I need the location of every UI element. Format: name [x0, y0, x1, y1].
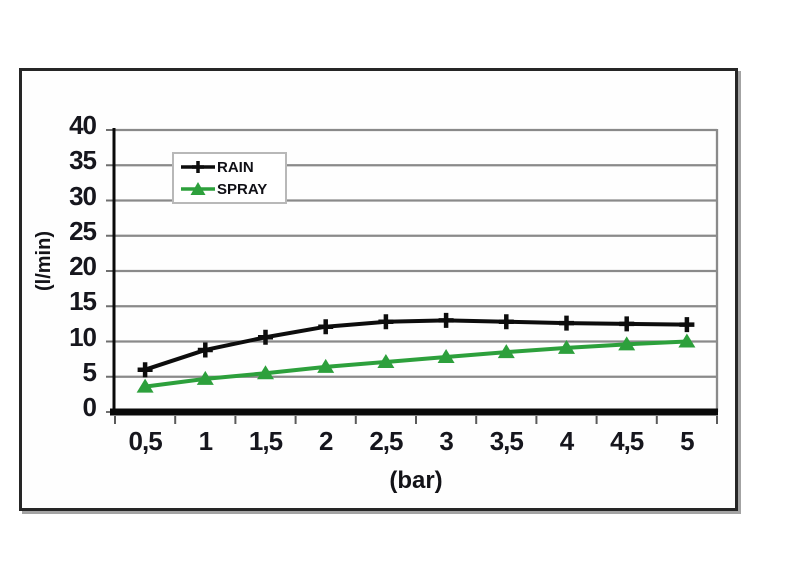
y-tick-label: 10	[69, 321, 97, 352]
legend-item-spray: SPRAY	[180, 178, 285, 200]
spray-marker	[558, 339, 575, 354]
x-tick-label: 5	[680, 426, 694, 456]
rain-series-line	[144, 318, 687, 372]
y-tick-label: 20	[69, 251, 97, 281]
legend-label-spray: SPRAY	[217, 180, 268, 198]
rain-marker	[619, 316, 635, 332]
x-tick-label: 4	[559, 426, 574, 456]
rain-line-plus-marker-icon	[180, 158, 216, 176]
rain-marker	[679, 317, 695, 333]
y-tick-label: 0	[82, 392, 97, 422]
rain-marker	[318, 319, 334, 335]
spray-marker	[377, 353, 395, 368]
legend-label-rain: RAIN	[217, 158, 254, 176]
spray-marker	[618, 336, 636, 351]
rain-marker	[137, 362, 153, 378]
y-tick-label: 30	[69, 180, 97, 211]
spray-marker	[136, 378, 154, 393]
y-tick-label: 40	[69, 110, 97, 140]
spray-series-line	[144, 339, 687, 389]
y-tick-label: 15	[69, 286, 97, 317]
spray-marker	[678, 333, 696, 348]
rain-marker	[197, 342, 213, 358]
y-tick-label: 5	[82, 356, 97, 387]
y-tick-label: 25	[69, 215, 97, 246]
y-tick-label: 35	[69, 145, 97, 176]
legend-item-rain: RAIN	[180, 156, 285, 178]
spray-line-triangle-marker-icon	[180, 180, 216, 198]
spray-marker	[196, 370, 214, 385]
x-tick-label: 3	[439, 426, 453, 456]
rain-marker	[559, 315, 574, 331]
chart-frame: 0 5 10 15 20 25 30 35 40 0,5 1 1,5 2 2,5 3 3,5 4 4,5 5 (l…	[19, 68, 738, 511]
x-tick-label: 1,5	[248, 426, 283, 456]
spray-marker	[437, 349, 455, 364]
rain-marker	[378, 314, 394, 330]
legend: RAIN SPRAY	[172, 152, 287, 204]
rain-marker	[438, 312, 454, 328]
x-tick-label: 2	[318, 426, 333, 456]
rain-marker	[498, 314, 514, 330]
x-axis-title: (bar)	[389, 467, 443, 494]
x-tick-label: 4,5	[610, 426, 644, 456]
x-tick-label: 2,5	[369, 426, 403, 456]
rain-marker	[258, 329, 273, 345]
spray-marker	[497, 344, 515, 359]
spray-marker	[257, 365, 274, 380]
x-tick-label: 1	[198, 426, 213, 456]
spray-marker	[317, 358, 335, 373]
y-axis-title: (l/min)	[33, 231, 55, 291]
x-tick-label: 3,5	[489, 426, 524, 456]
x-tick-label: 0,5	[128, 426, 163, 456]
